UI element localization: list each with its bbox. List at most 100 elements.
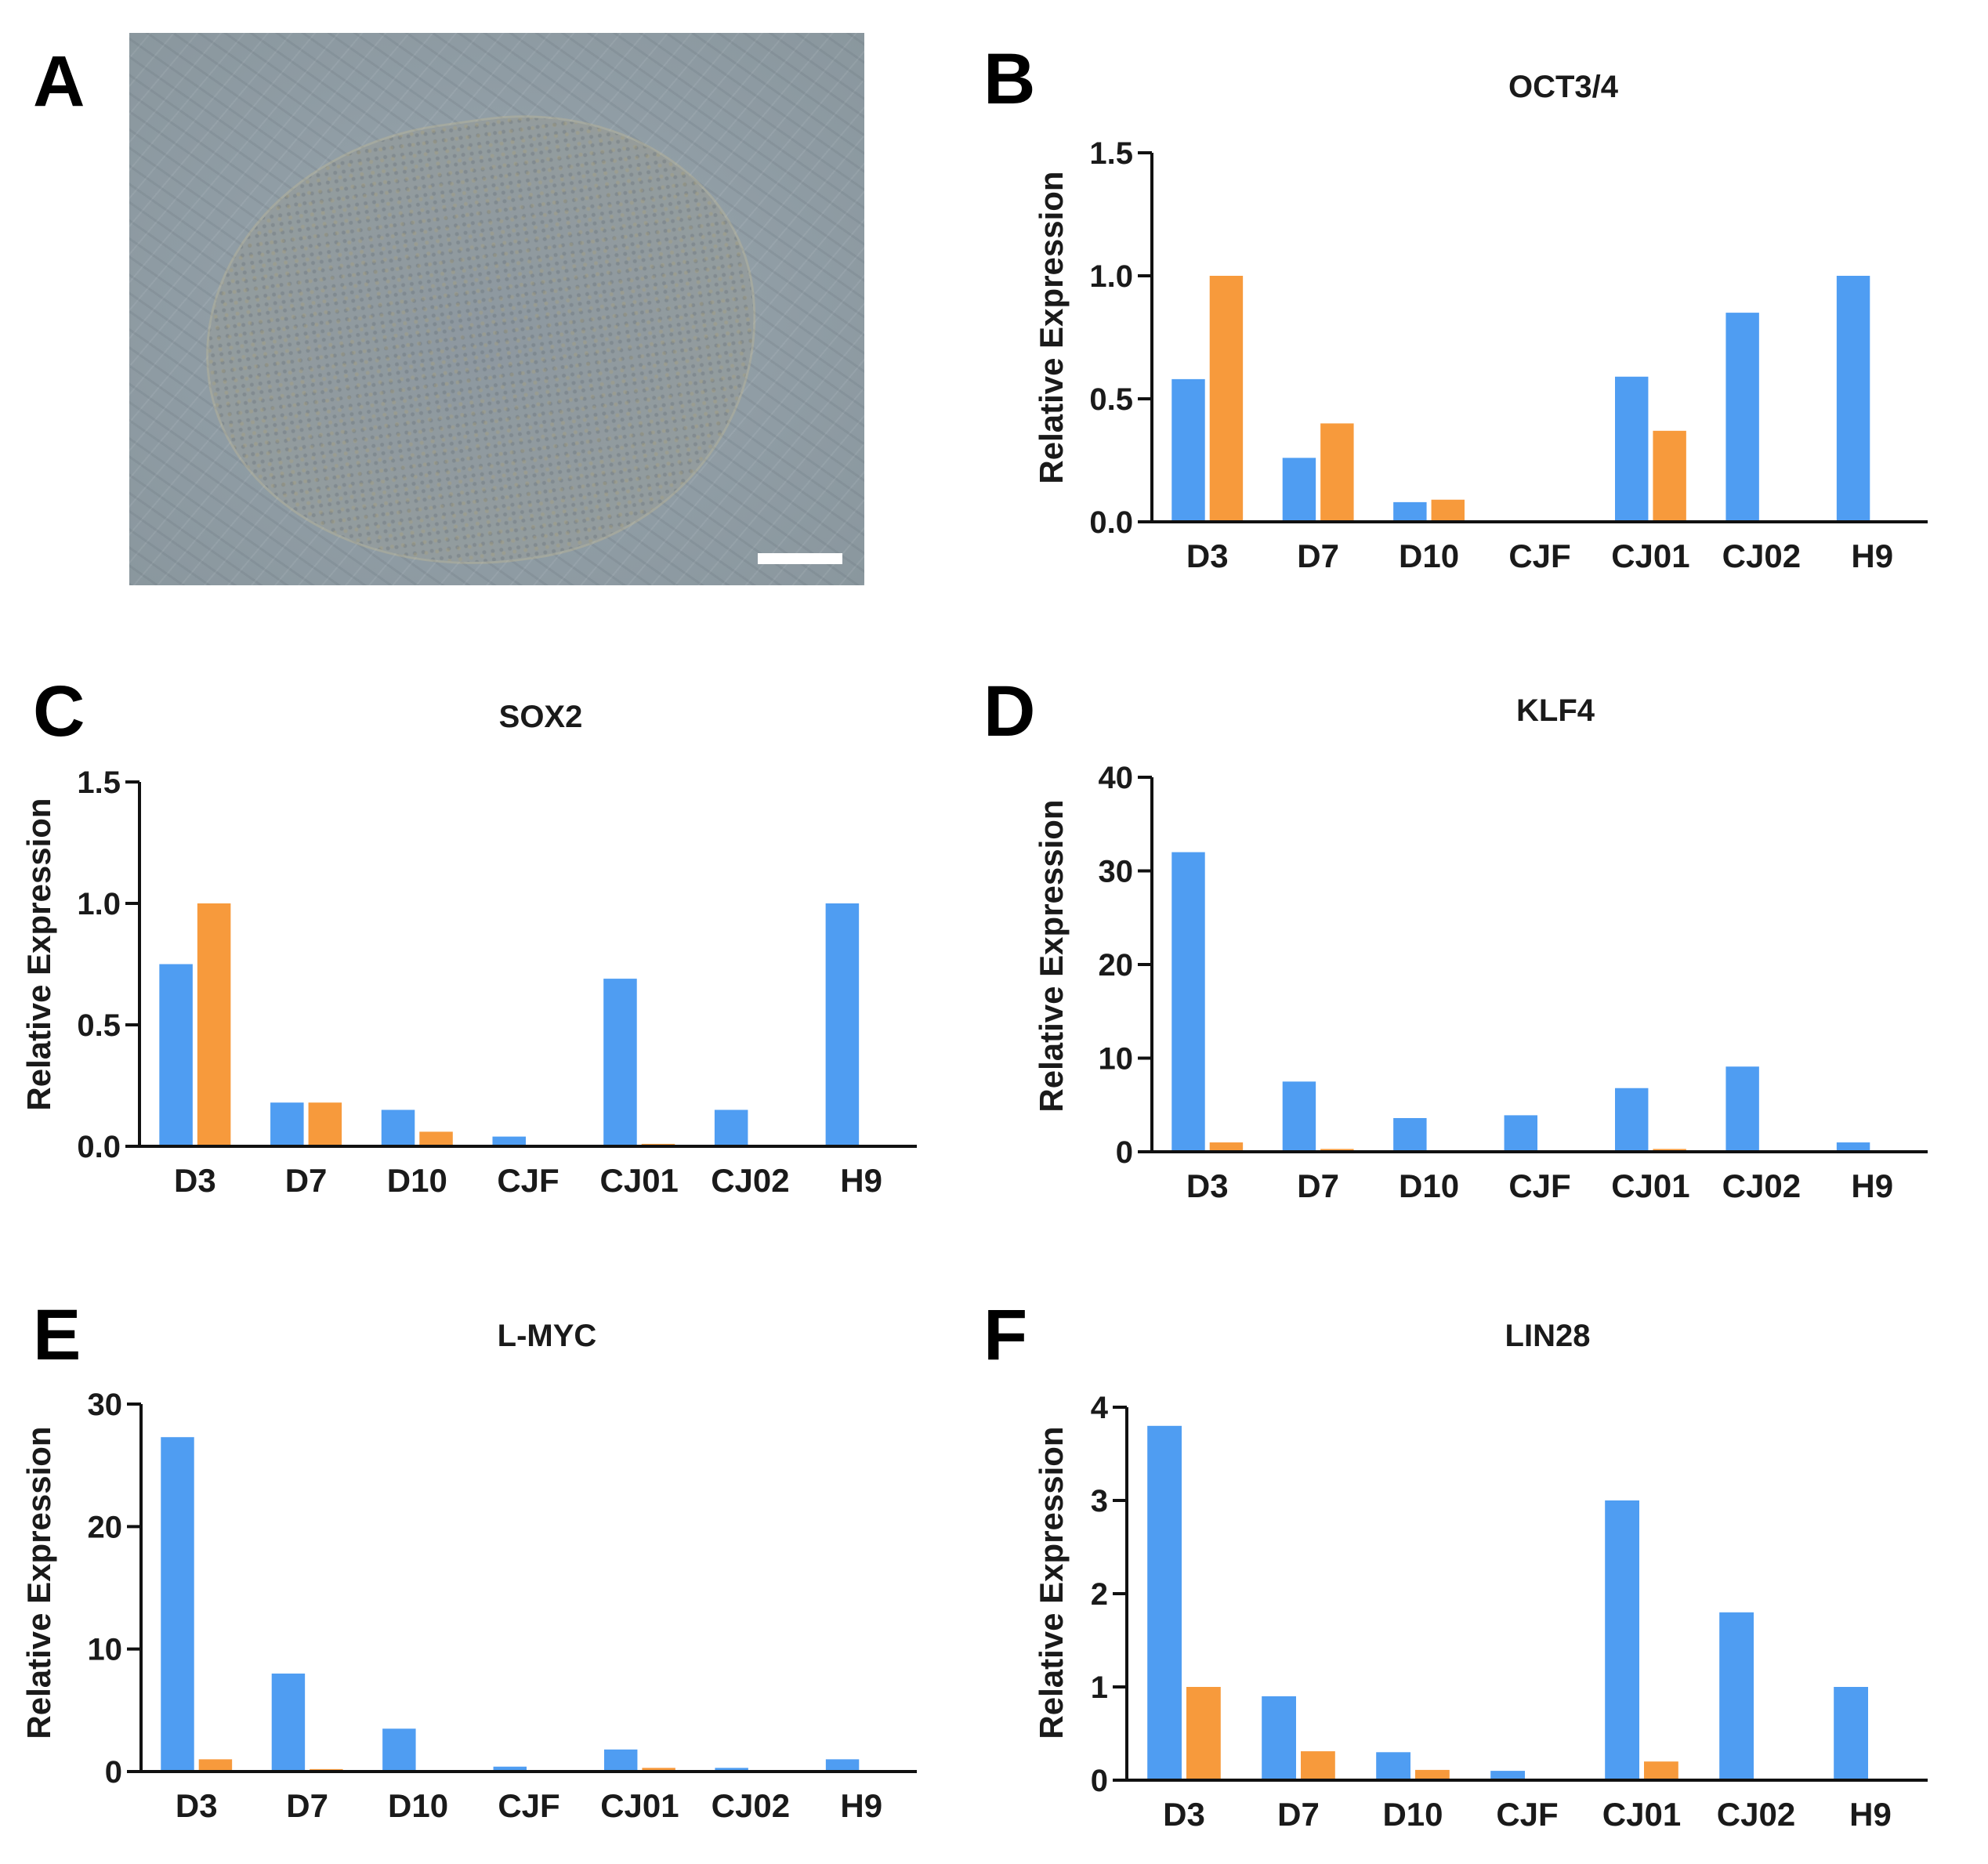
x-tick-label: CJ02 bbox=[1717, 1796, 1795, 1833]
y-tick-label: 40 bbox=[1099, 761, 1134, 795]
x-tick-label: CJF bbox=[1508, 1167, 1570, 1204]
bar-d3-series2 bbox=[198, 1759, 233, 1772]
bar-d10-series1 bbox=[381, 1109, 415, 1146]
bar-cj01-series2 bbox=[1644, 1761, 1678, 1780]
bar-cjf-series1 bbox=[493, 1766, 527, 1772]
x-tick-label: CJ02 bbox=[711, 1162, 789, 1199]
chart-title: SOX2 bbox=[499, 700, 583, 734]
bar-cj01-series1 bbox=[604, 1749, 638, 1772]
y-tick-label: 2 bbox=[1091, 1577, 1108, 1612]
x-tick-label: D3 bbox=[1163, 1796, 1205, 1833]
y-tick-label: 0.0 bbox=[1089, 505, 1133, 540]
x-tick-label: CJ01 bbox=[1611, 1167, 1689, 1204]
bar-d7-series1 bbox=[1262, 1696, 1296, 1780]
bar-cj02-series1 bbox=[1719, 1612, 1754, 1780]
bar-d7-series1 bbox=[270, 1102, 304, 1146]
panel-label-b: B bbox=[983, 39, 1036, 119]
bar-h9-series1 bbox=[1836, 1142, 1870, 1152]
y-tick-label: 0 bbox=[1116, 1135, 1133, 1170]
chart-klf4: D3 D7 D10 CJF CJ01 CJ02 H9 0 10 20 30 40 KLF4 Relat… bbox=[1033, 693, 1928, 1204]
x-tick-label: CJ02 bbox=[1722, 1167, 1801, 1204]
x-tick-label: D10 bbox=[387, 1162, 447, 1199]
x-tick-label: D7 bbox=[285, 1162, 328, 1199]
x-tick-label: CJ01 bbox=[1602, 1796, 1681, 1833]
y-tick-label: 10 bbox=[88, 1633, 123, 1667]
bar-h9-series1 bbox=[825, 1759, 860, 1772]
bar-d10-series2 bbox=[1431, 499, 1465, 522]
bar-d10-series2 bbox=[1415, 1769, 1450, 1780]
x-tick-label: D3 bbox=[174, 1162, 216, 1199]
bar-cj02-series1 bbox=[1725, 1066, 1759, 1152]
bar-h9-series1 bbox=[1834, 1687, 1868, 1780]
y-tick-label: 3 bbox=[1091, 1484, 1108, 1518]
x-tick-label: D7 bbox=[1277, 1796, 1320, 1833]
x-tick-label: H9 bbox=[1851, 537, 1893, 574]
y-tick-label: 0 bbox=[105, 1755, 122, 1790]
y-tick-label: 1 bbox=[1091, 1670, 1108, 1705]
bar-d10-series1 bbox=[1393, 501, 1427, 522]
bar-d10-series2 bbox=[419, 1131, 453, 1146]
x-tick-label: H9 bbox=[840, 1162, 882, 1199]
bar-h9-series1 bbox=[825, 903, 860, 1146]
y-tick-label: 1.5 bbox=[77, 766, 121, 800]
bar-d3-series1 bbox=[1171, 852, 1205, 1152]
y-tick-label: 30 bbox=[1099, 855, 1134, 889]
bar-cjf-series1 bbox=[492, 1136, 526, 1146]
chart-oct34: D3 D7 D10 CJF CJ01 CJ02 H90.00.51.01.5 OCT3/4 … bbox=[1033, 70, 1928, 574]
y-tick-label: 20 bbox=[88, 1510, 123, 1544]
chart-sox2: D3 D7 D10 CJF CJ01 CJ02 H9 0.0 0.5 1.0 1.5 SOX2 Re… bbox=[20, 700, 917, 1199]
chart-title: KLF4 bbox=[1516, 693, 1595, 728]
y-tick-label: 0 bbox=[1091, 1764, 1108, 1798]
bar-d7-series1 bbox=[1282, 1081, 1316, 1152]
x-tick-label: CJF bbox=[1508, 537, 1570, 574]
bar-d3-series1 bbox=[1147, 1425, 1182, 1780]
chart-title: LIN28 bbox=[1505, 1319, 1591, 1353]
bar-cj01-series2 bbox=[1653, 430, 1686, 522]
x-tick-label: D3 bbox=[1186, 537, 1229, 574]
chart-title: L-MYC bbox=[498, 1319, 597, 1353]
x-tick-label: D10 bbox=[388, 1787, 448, 1824]
x-tick-label: D7 bbox=[1297, 537, 1339, 574]
bar-d3-series1 bbox=[161, 1437, 194, 1772]
bar-d10-series1 bbox=[382, 1728, 416, 1772]
bar-d3-series2 bbox=[1209, 276, 1244, 522]
y-tick-label: 1.0 bbox=[1089, 259, 1133, 294]
bar-cj02-series1 bbox=[715, 1768, 748, 1772]
bar-cj01-series1 bbox=[1615, 1088, 1649, 1152]
y-axis-label: Relative Expression bbox=[20, 1426, 57, 1739]
x-tick-label: H9 bbox=[840, 1787, 882, 1824]
panel-label-e: E bbox=[33, 1295, 81, 1375]
bar-d7-series2 bbox=[1301, 1751, 1335, 1780]
y-tick-label: 4 bbox=[1091, 1391, 1109, 1425]
bar-cj02-series1 bbox=[1725, 313, 1759, 522]
bar-d3-series1 bbox=[1171, 378, 1205, 522]
y-axis-label: Relative Expression bbox=[1033, 799, 1070, 1112]
bar-cj01-series1 bbox=[1615, 376, 1649, 522]
y-tick-label: 30 bbox=[88, 1388, 123, 1422]
y-tick-label: 1.0 bbox=[77, 887, 121, 921]
x-tick-label: H9 bbox=[1851, 1167, 1893, 1204]
x-tick-label: CJF bbox=[1496, 1796, 1558, 1833]
x-tick-label: CJ01 bbox=[600, 1787, 679, 1824]
y-tick-label: 10 bbox=[1099, 1042, 1134, 1077]
bar-cj02-series1 bbox=[714, 1109, 748, 1146]
y-axis-label: Relative Expression bbox=[1033, 1426, 1070, 1739]
bar-d10-series1 bbox=[1376, 1752, 1410, 1780]
chart-lin28: D3 D7 D10 CJF CJ01 CJ02 H9 0 1 2 3 4 LIN28 Relative… bbox=[1033, 1319, 1928, 1833]
panel-label-a: A bbox=[33, 42, 85, 121]
bar-d3-series2 bbox=[1209, 1142, 1244, 1152]
bar-cj01-series2 bbox=[642, 1768, 675, 1772]
bar-d7-series2 bbox=[1320, 423, 1354, 522]
x-tick-label: H9 bbox=[1849, 1796, 1892, 1833]
x-tick-label: D10 bbox=[1382, 1796, 1443, 1833]
x-tick-label: D10 bbox=[1399, 1167, 1459, 1204]
bar-cjf-series1 bbox=[1504, 1115, 1537, 1152]
bar-cjf-series1 bbox=[1490, 1771, 1525, 1780]
x-tick-label: D3 bbox=[176, 1787, 218, 1824]
x-tick-label: D3 bbox=[1186, 1167, 1229, 1204]
x-tick-label: CJF bbox=[497, 1162, 559, 1199]
colony-micrograph bbox=[129, 33, 864, 585]
x-tick-label: D7 bbox=[286, 1787, 328, 1824]
bar-d7-series1 bbox=[271, 1673, 306, 1772]
x-tick-label: CJ01 bbox=[600, 1162, 679, 1199]
